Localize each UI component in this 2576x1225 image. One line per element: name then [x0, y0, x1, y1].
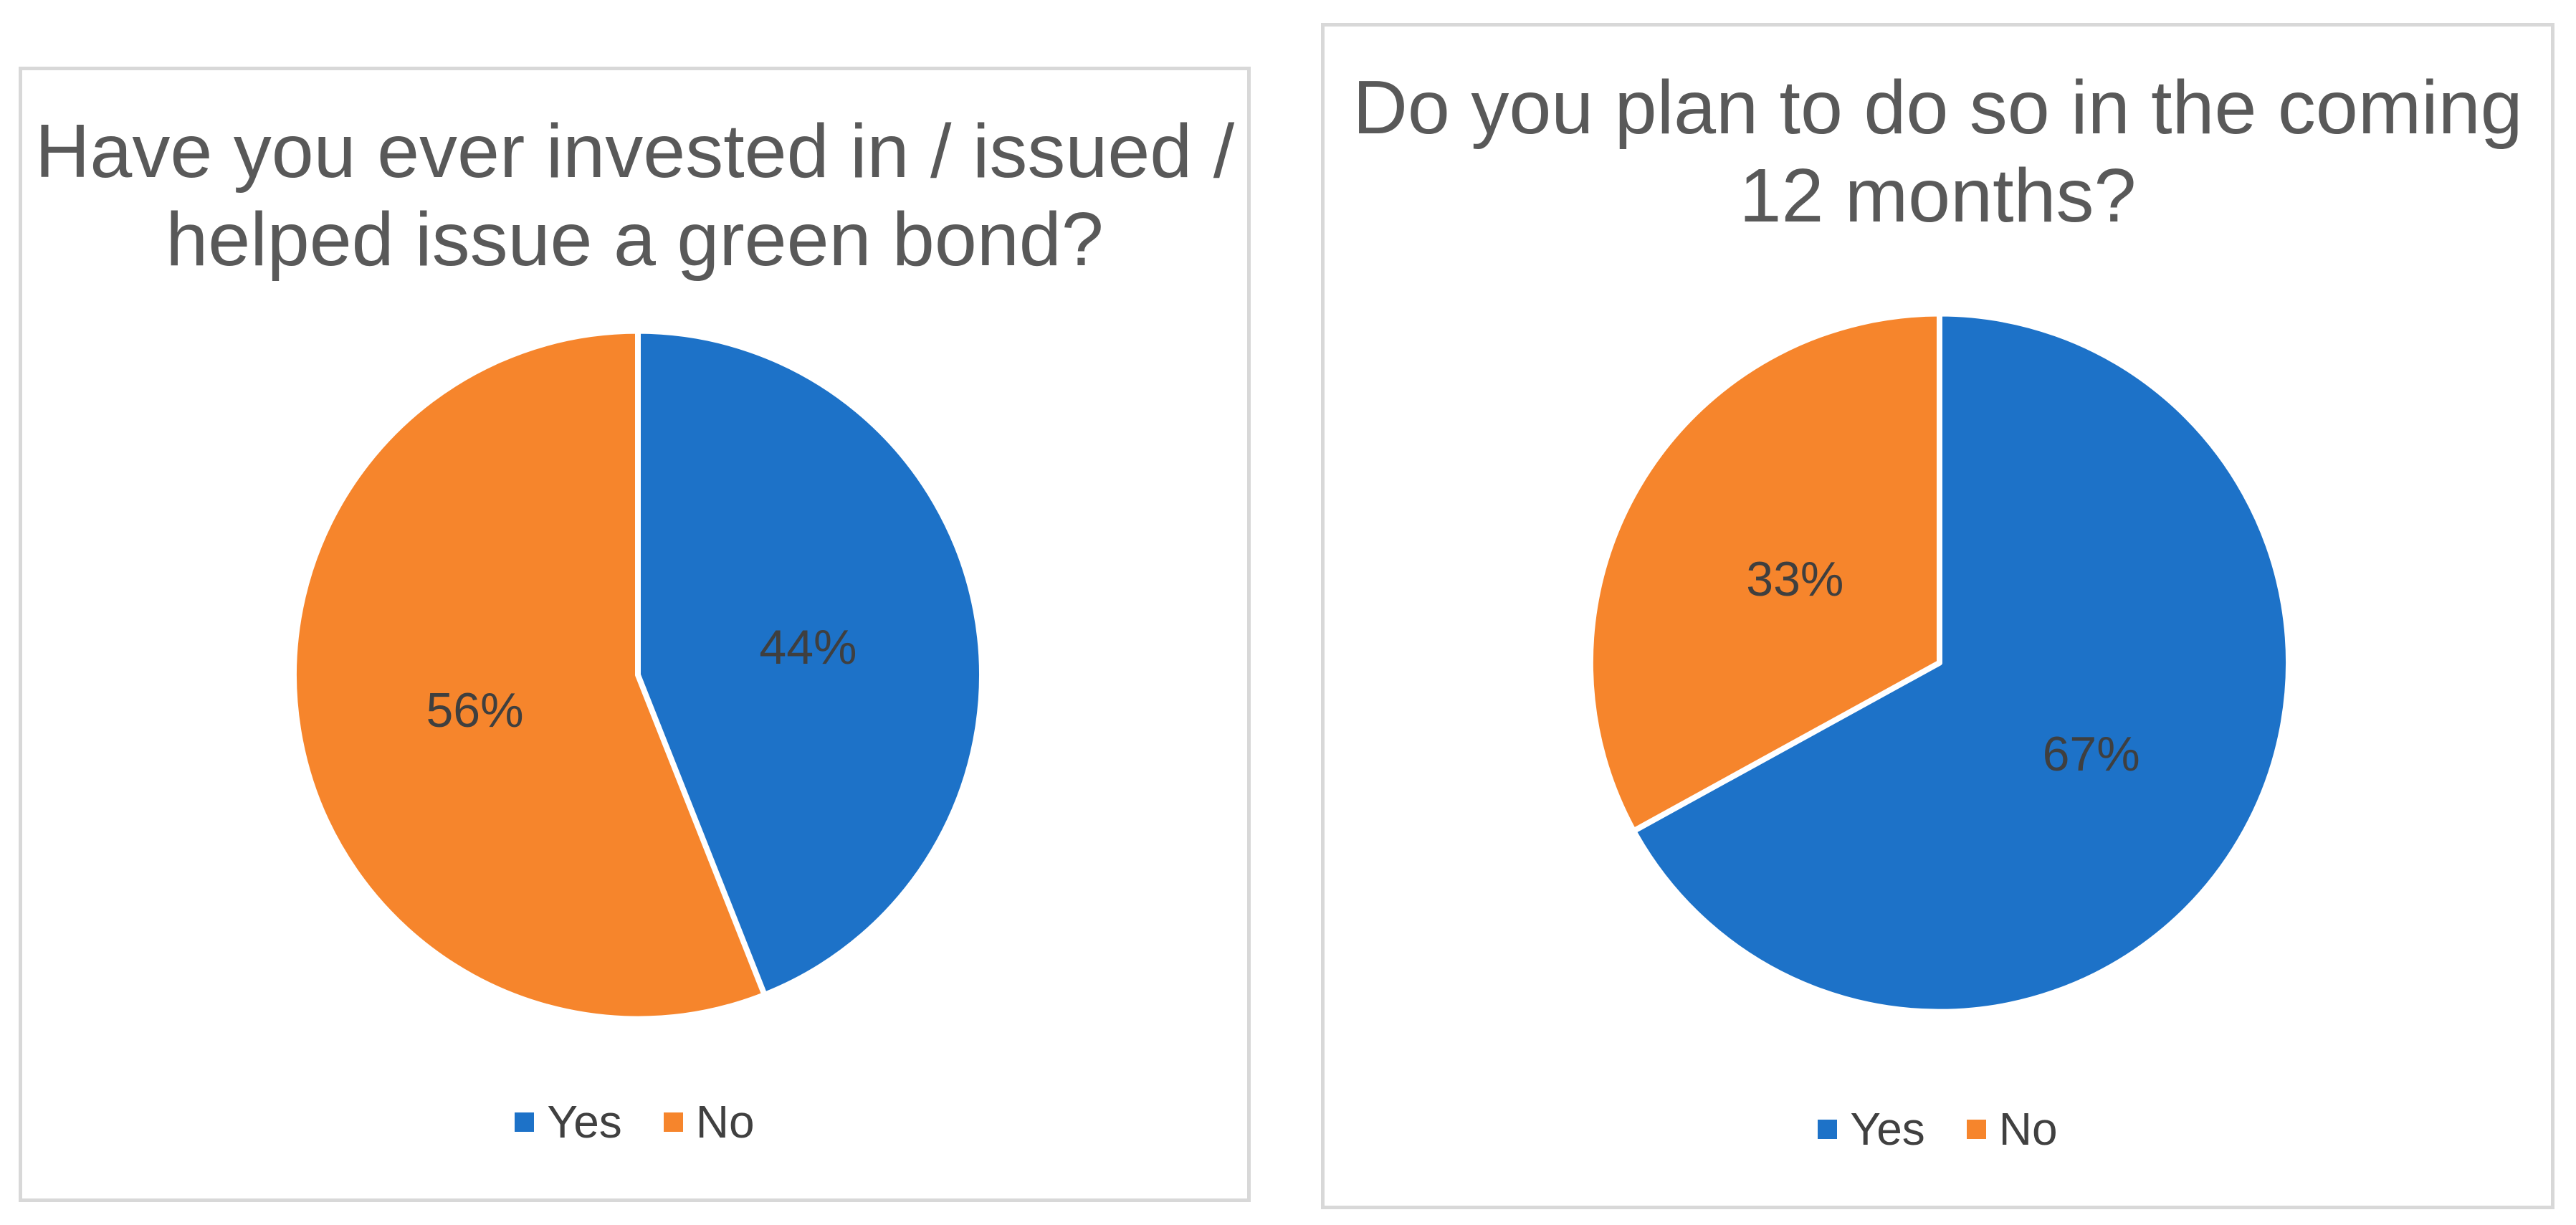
data-label-no: 33%	[1746, 551, 1844, 606]
chart-title-line: Do you plan to do so in the coming	[1353, 65, 2523, 150]
legend-marker-yes	[515, 1112, 535, 1132]
pie-slice-yes	[1631, 310, 2291, 1015]
chart-title: Have you ever invested in / issued / hel…	[22, 108, 1247, 284]
chart-title: Do you plan to do so in the coming 12 mo…	[1325, 64, 2551, 240]
legend: Yes No	[1325, 1106, 2551, 1152]
legend-label-no: No	[695, 1096, 755, 1148]
data-label-yes: 44%	[759, 619, 857, 675]
legend-item-yes: Yes	[1818, 1103, 1925, 1155]
chart-panel-green-bond-history: Have you ever invested in / issued / hel…	[19, 67, 1251, 1202]
data-label-no: 56%	[426, 683, 524, 738]
legend-marker-no	[1966, 1119, 1986, 1139]
chart-title-line: helped issue a green bond?	[166, 196, 1104, 282]
pie-slice-no	[291, 328, 768, 1022]
legend-label-no: No	[1998, 1103, 2058, 1155]
pie-chart	[1587, 310, 2291, 1015]
legend-marker-yes	[1818, 1119, 1838, 1139]
legend-item-no: No	[663, 1096, 755, 1148]
legend-marker-no	[663, 1112, 683, 1132]
data-label-yes: 67%	[2042, 727, 2140, 782]
legend-label-yes: Yes	[547, 1096, 622, 1148]
legend-item-yes: Yes	[515, 1096, 622, 1148]
pie-slice-yes	[634, 328, 985, 998]
chart-title-line: 12 months?	[1739, 153, 2137, 238]
legend-label-yes: Yes	[1850, 1103, 1925, 1155]
pie-slice-no	[1587, 310, 1942, 834]
legend-item-no: No	[1966, 1103, 2058, 1155]
chart-title-line: Have you ever invested in / issued /	[34, 109, 1235, 194]
chart-panel-coming-12-months: Do you plan to do so in the coming 12 mo…	[1321, 23, 2554, 1209]
legend: Yes No	[22, 1099, 1247, 1145]
pie-chart	[291, 328, 985, 1022]
